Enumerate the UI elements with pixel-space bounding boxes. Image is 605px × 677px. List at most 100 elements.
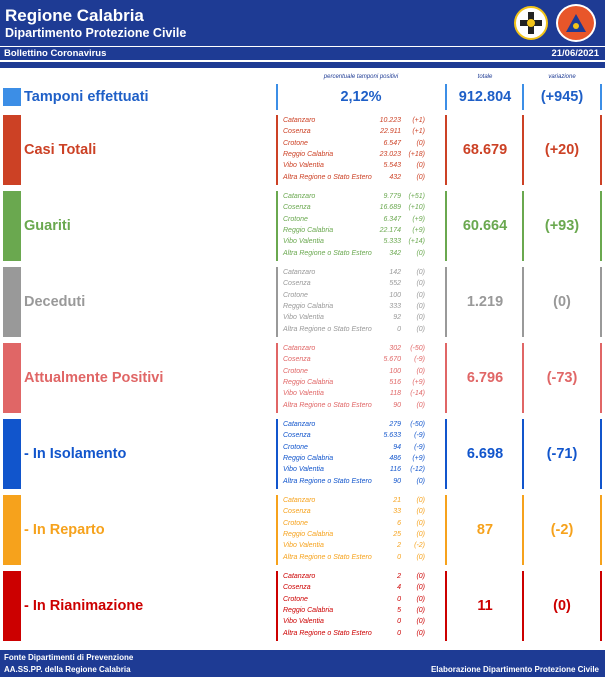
province-name: Altra Regione o Stato Estero [283,477,372,485]
tamponi-percent: 2,12% [340,89,382,105]
province-name: Altra Regione o Stato Estero [283,325,372,333]
province-value: 4 [397,584,401,592]
province-value: 25 [393,530,401,538]
positivi-swatch [3,343,21,413]
reparto-divider-4 [600,495,602,565]
isolamento-divider-3 [522,419,524,489]
footer-source-1: Fonte Dipartimenti di Prevenzione [4,653,134,662]
province-delta: (-9) [414,443,425,451]
province-delta: (-14) [410,390,425,398]
isolamento-divider-2 [445,419,447,489]
isolamento-change: (-71) [546,446,578,462]
province-value: 342 [389,249,401,257]
province-delta: (-2) [414,542,425,550]
province-value: 90 [393,401,401,409]
province-name: Catanzaro [283,117,316,124]
reparto-change: (-2) [550,522,574,538]
province-delta: (0) [416,553,425,561]
reparto-swatch [3,495,21,565]
province-delta: (0) [416,302,425,310]
province-value: 9.779 [383,193,401,200]
tamponi-divider-4 [600,84,602,110]
province-name: Catanzaro [283,193,316,200]
header-bar: Regione Calabria Dipartimento Protezione… [0,0,605,46]
province-value: 6 [397,519,401,527]
province-name: Altra Regione o Stato Estero [283,553,372,561]
reparto-divider-3 [522,495,524,565]
province-value: 23.023 [379,150,401,158]
rianimazione-divider-2 [445,571,447,641]
province-name: Altra Regione o Stato Estero [283,629,372,637]
province-value: 552 [389,280,401,288]
province-delta: (0) [416,629,425,637]
regione-calabria-logo-icon [514,6,548,40]
positivi-divider-4 [600,343,602,413]
tamponi-label: Tamponi effettuati [24,89,149,105]
row-deceduti: Deceduti Catanzaro 142 (0) Cosenza 552 (0) Crot… [0,267,605,339]
province-name: Crotone [283,215,308,223]
province-value: 118 [389,390,401,398]
province-delta: (+9) [412,454,425,462]
province-delta: (+10) [408,204,425,212]
province-name: Vibo Valentia [283,238,324,246]
isolamento-total: 6.698 [466,446,504,462]
province-delta: (0) [416,573,425,580]
province-value: 94 [393,443,401,451]
row-reparto: - In Reparto Catanzaro 21 (0) Cosenza 33 (0) Cr… [0,495,605,567]
province-delta: (-50) [410,421,425,428]
casi-change: (+20) [544,142,580,158]
divider-bar [0,62,605,68]
province-delta: (-9) [414,356,425,364]
footer-source-2: AA.SS.PP. della Regione Calabria [4,665,131,674]
row-casi: Casi Totali Catanzaro 10.223 (+1) Cosenza 22.… [0,115,605,187]
province-name: Vibo Valentia [283,314,324,322]
province-name: Cosenza [283,204,311,212]
province-name: Catanzaro [283,573,316,580]
guariti-divider-1 [276,191,278,261]
province-name: Crotone [283,291,308,299]
province-name: Crotone [283,443,308,451]
deceduti-divider-4 [600,267,602,337]
casi-divider-1 [276,115,278,185]
province-value: 2 [397,542,401,550]
bulletin-bar: Bollettino Coronavirus 21/06/2021 [0,47,605,60]
rianimazione-label: - In Rianimazione [24,598,144,614]
positivi-change: (-73) [546,370,578,386]
province-delta: (0) [416,497,425,504]
province-delta: (0) [416,530,425,538]
province-delta: (0) [416,162,425,170]
province-value: 516 [389,378,401,386]
tamponi-divider-3 [522,84,524,110]
province-value: 100 [389,367,401,375]
province-value: 2 [397,573,401,580]
province-value: 33 [393,508,401,516]
footer-bar: Fonte Dipartimenti di Prevenzione AA.SS.… [0,650,605,677]
guariti-change: (+93) [544,218,580,234]
rianimazione-divider-1 [276,571,278,641]
deceduti-total: 1.219 [466,294,504,310]
positivi-divider-1 [276,343,278,413]
province-name: Vibo Valentia [283,466,324,474]
row-guariti: Guariti Catanzaro 9.779 (+51) Cosenza 16.689 (… [0,191,605,263]
tamponi-total: 912.804 [458,89,512,105]
province-name: Cosenza [283,280,311,288]
province-delta: (-9) [414,432,425,440]
province-name: Cosenza [283,432,311,440]
province-value: 0 [397,553,401,561]
guariti-divider-2 [445,191,447,261]
province-name: Catanzaro [283,421,316,428]
province-delta: (-50) [410,345,425,352]
province-value: 432 [389,173,401,181]
casi-divider-4 [600,115,602,185]
column-header-total: totale [477,74,493,80]
province-value: 16.689 [379,204,401,212]
isolamento-swatch [3,419,21,489]
positivi-label: Attualmente Positivi [24,370,164,386]
province-delta: (+9) [412,378,425,386]
casi-swatch [3,115,21,185]
province-delta: (+1) [412,128,425,136]
province-value: 5.333 [383,238,401,246]
province-value: 5.633 [383,432,401,440]
province-delta: (0) [416,314,425,322]
deceduti-label: Deceduti [24,294,86,310]
